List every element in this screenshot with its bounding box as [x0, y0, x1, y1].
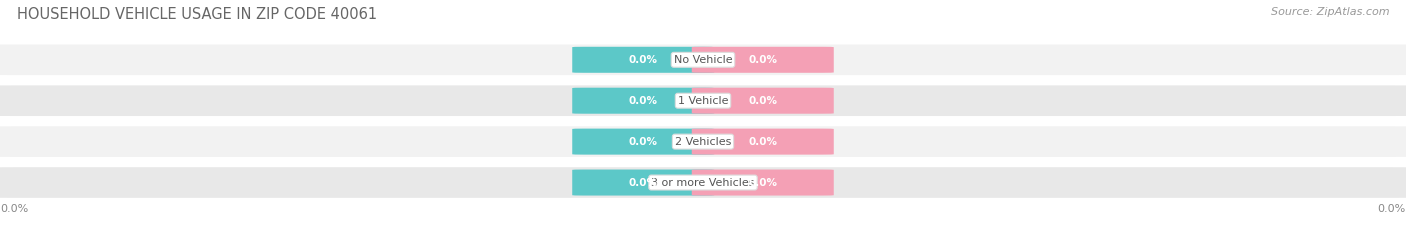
- Text: 1 Vehicle: 1 Vehicle: [678, 96, 728, 106]
- FancyBboxPatch shape: [692, 129, 834, 155]
- Text: 0.0%: 0.0%: [0, 204, 28, 214]
- FancyBboxPatch shape: [572, 47, 714, 73]
- FancyBboxPatch shape: [0, 84, 1406, 117]
- FancyBboxPatch shape: [572, 170, 714, 195]
- Text: Source: ZipAtlas.com: Source: ZipAtlas.com: [1271, 7, 1389, 17]
- Text: HOUSEHOLD VEHICLE USAGE IN ZIP CODE 40061: HOUSEHOLD VEHICLE USAGE IN ZIP CODE 4006…: [17, 7, 377, 22]
- Text: 2 Vehicles: 2 Vehicles: [675, 137, 731, 147]
- Text: No Vehicle: No Vehicle: [673, 55, 733, 65]
- Text: 0.0%: 0.0%: [628, 178, 658, 188]
- FancyBboxPatch shape: [692, 170, 834, 195]
- Text: 0.0%: 0.0%: [628, 55, 658, 65]
- Text: 0.0%: 0.0%: [748, 178, 778, 188]
- FancyBboxPatch shape: [572, 129, 714, 155]
- Text: 0.0%: 0.0%: [748, 96, 778, 106]
- Text: 0.0%: 0.0%: [628, 137, 658, 147]
- Text: 0.0%: 0.0%: [748, 55, 778, 65]
- Text: 0.0%: 0.0%: [748, 137, 778, 147]
- Text: 0.0%: 0.0%: [1378, 204, 1406, 214]
- FancyBboxPatch shape: [572, 88, 714, 114]
- Text: 3 or more Vehicles: 3 or more Vehicles: [651, 178, 755, 188]
- FancyBboxPatch shape: [692, 47, 834, 73]
- FancyBboxPatch shape: [0, 166, 1406, 199]
- FancyBboxPatch shape: [0, 125, 1406, 158]
- FancyBboxPatch shape: [0, 43, 1406, 76]
- Text: 0.0%: 0.0%: [628, 96, 658, 106]
- FancyBboxPatch shape: [692, 88, 834, 114]
